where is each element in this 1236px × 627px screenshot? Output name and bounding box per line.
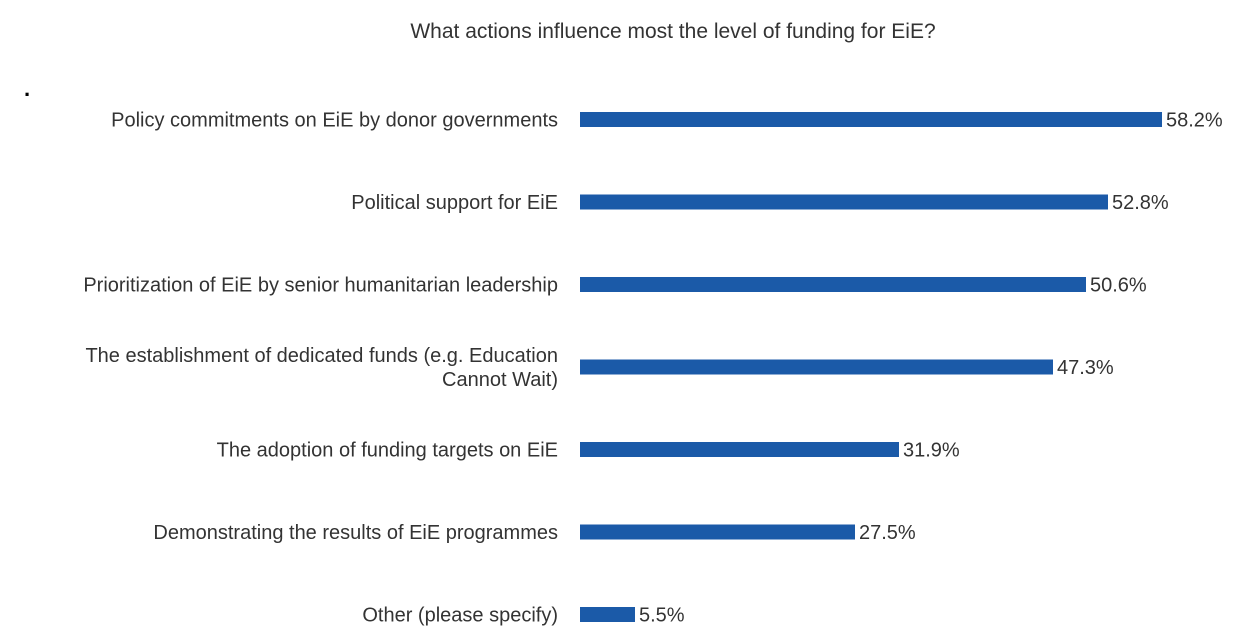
bar-6 bbox=[580, 607, 635, 622]
bar-1 bbox=[580, 194, 1108, 210]
bar-group: 58.2% Policy commitments on EiE by donor … bbox=[83, 110, 1223, 627]
bar-3 bbox=[580, 359, 1053, 375]
category-label-4: The adoption of funding targets on EiE bbox=[217, 440, 558, 462]
category-label-2: Prioritization of EiE by senior humanita… bbox=[83, 275, 558, 297]
category-label-6: Other (please specify) bbox=[362, 605, 558, 627]
value-label-3: 47.3% bbox=[1057, 357, 1114, 379]
category-label-5: Demonstrating the results of EiE program… bbox=[153, 522, 558, 544]
stray-dot-mark: . bbox=[24, 76, 30, 101]
value-label-2: 50.6% bbox=[1090, 275, 1147, 297]
value-label-6: 5.5% bbox=[639, 605, 685, 627]
bar-4 bbox=[580, 442, 899, 457]
value-label-0: 58.2% bbox=[1166, 110, 1223, 132]
category-label-0: Policy commitments on EiE by donor gover… bbox=[111, 110, 558, 132]
category-label-3-line-1: Cannot Wait) bbox=[442, 369, 558, 391]
value-label-5: 27.5% bbox=[859, 522, 916, 544]
value-label-4: 31.9% bbox=[903, 440, 960, 462]
category-label-1: Political support for EiE bbox=[351, 192, 558, 214]
bar-5 bbox=[580, 524, 855, 540]
bar-0 bbox=[580, 112, 1162, 127]
bar-2 bbox=[580, 277, 1086, 292]
value-label-1: 52.8% bbox=[1112, 192, 1169, 214]
chart-title: What actions influence most the level of… bbox=[410, 20, 935, 43]
category-label-3-line-0: The establishment of dedicated funds (e.… bbox=[85, 345, 558, 367]
